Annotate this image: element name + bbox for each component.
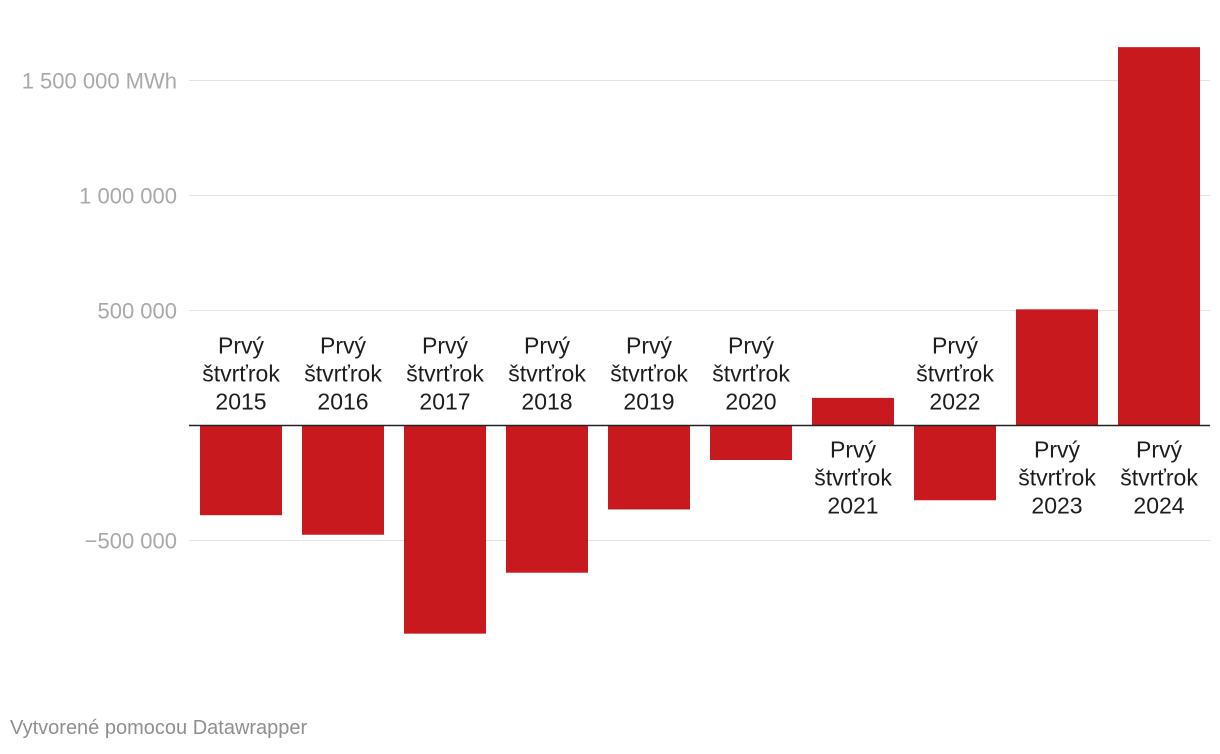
category-label-2017: Prvý štvrťrok 2017 — [406, 333, 484, 415]
bar-2024 — [1118, 47, 1200, 426]
category-label-2023: Prvý štvrťrok 2023 — [1018, 437, 1096, 519]
y-tick-label-2: 500 000 — [97, 299, 177, 324]
category-label-2024: Prvý štvrťrok 2024 — [1120, 437, 1198, 519]
category-label-2022: Prvý štvrťrok 2022 — [916, 333, 994, 415]
bar-2020 — [710, 425, 792, 460]
bar-2023 — [1016, 309, 1098, 426]
bar-2019 — [608, 425, 690, 510]
credit-text: Vytvorené pomocou Datawrapper — [10, 717, 308, 739]
category-label-2021: Prvý štvrťrok 2021 — [814, 437, 892, 519]
bar-2016 — [302, 425, 384, 535]
gridlines — [189, 80, 1210, 541]
bar-2017 — [404, 425, 486, 634]
y-tick-label-0: 1 500 000 MWh — [22, 69, 177, 94]
bar-2018 — [506, 425, 588, 573]
category-label-2016: Prvý štvrťrok 2016 — [304, 333, 382, 415]
category-label-2020: Prvý štvrťrok 2020 — [712, 333, 790, 415]
y-axis-tick-labels: 1 500 000 MWh 1 000 000 500 000 −500 000 — [22, 69, 177, 554]
bar-2021 — [812, 397, 894, 426]
category-label-2018: Prvý štvrťrok 2018 — [508, 333, 586, 415]
y-tick-label-3: −500 000 — [85, 529, 177, 554]
bar-2022 — [914, 425, 996, 501]
category-label-2015: Prvý štvrťrok 2015 — [202, 333, 280, 415]
bars — [200, 47, 1200, 634]
y-tick-label-1: 1 000 000 — [79, 184, 177, 209]
bar-2015 — [200, 425, 282, 516]
category-labels: Prvý štvrťrok 2015 Prvý štvrťrok 2016 Prvý štvr… — [202, 333, 1198, 519]
category-label-2019: Prvý štvrťrok 2019 — [610, 333, 688, 415]
